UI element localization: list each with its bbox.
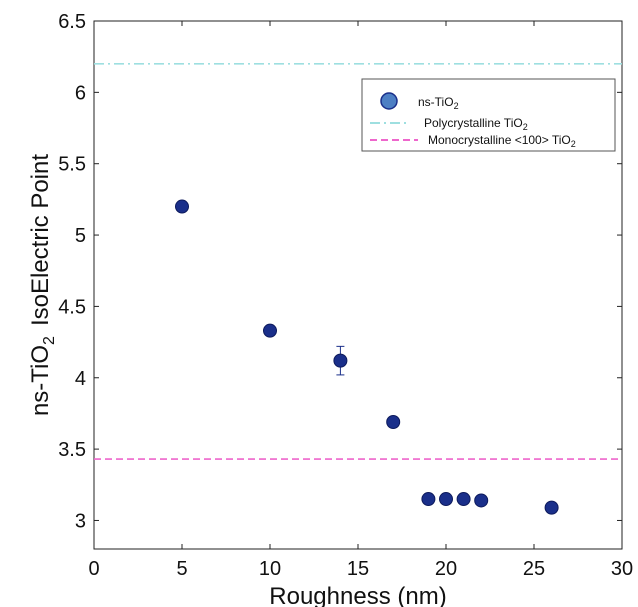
y-axis-label-subscript: 2 bbox=[41, 336, 58, 345]
legend-label-polycrystalline: Polycrystalline TiO2 bbox=[424, 116, 528, 132]
reference-lines bbox=[94, 63, 622, 460]
legend-label-ns-tio2-sub: 2 bbox=[454, 101, 459, 111]
y-axis-label: ns-TiO2 IsoElectric Point bbox=[27, 154, 58, 416]
y-axis-label-suffix: IsoElectric Point bbox=[27, 154, 54, 326]
y-tick-label: 3.5 bbox=[58, 439, 86, 461]
legend-label-polycrystalline-sub: 2 bbox=[523, 122, 528, 132]
x-tick-label: 25 bbox=[523, 558, 545, 580]
y-tick-label: 6.5 bbox=[58, 11, 86, 33]
y-tick-label: 4 bbox=[75, 368, 86, 390]
x-tick-label: 30 bbox=[611, 558, 633, 580]
y-tick-label: 6 bbox=[75, 82, 86, 104]
data-point bbox=[544, 500, 559, 515]
legend-label-polycrystalline-main: Polycrystalline TiO bbox=[424, 116, 523, 130]
legend-label-monocrystalline-main: Monocrystalline <100> TiO bbox=[428, 133, 571, 147]
x-tick-label: 15 bbox=[347, 558, 369, 580]
data-point bbox=[175, 199, 189, 214]
data-point bbox=[456, 492, 471, 507]
y-tick-label: 5.5 bbox=[58, 154, 86, 176]
data-point bbox=[439, 492, 453, 507]
data-point bbox=[386, 414, 401, 429]
data-point bbox=[263, 323, 277, 338]
x-tick-label: 10 bbox=[259, 558, 281, 580]
x-tick-label: 5 bbox=[176, 558, 187, 580]
x-tick-label: 0 bbox=[88, 558, 99, 580]
x-axis-ticks: 0 5 10 15 20 25 30 bbox=[88, 21, 633, 580]
y-axis-ticks: 3 3.5 4 4.5 5 5.5 6 6.5 bbox=[58, 11, 622, 532]
y-tick-label: 4.5 bbox=[58, 296, 86, 318]
data-points bbox=[175, 199, 559, 515]
legend-marker-ns-tio2 bbox=[380, 92, 398, 110]
y-tick-label: 3 bbox=[75, 510, 86, 532]
data-point bbox=[421, 492, 436, 507]
legend-label-monocrystalline: Monocrystalline <100> TiO2 bbox=[428, 133, 576, 149]
legend-label-ns-tio2: ns-TiO2 bbox=[418, 95, 459, 111]
legend-label-monocrystalline-sub: 2 bbox=[571, 139, 576, 149]
y-axis-label-main: ns-TiO bbox=[27, 345, 54, 416]
legend-label-ns-tio2-main: ns-TiO bbox=[418, 95, 454, 109]
x-axis-label: Roughness (nm) bbox=[269, 583, 446, 607]
data-point bbox=[474, 493, 489, 508]
data-point bbox=[333, 353, 348, 368]
y-tick-label: 5 bbox=[75, 225, 86, 247]
x-tick-label: 20 bbox=[435, 558, 457, 580]
legend: ns-TiO2 Polycrystalline TiO2 Monocrystal… bbox=[361, 78, 616, 152]
